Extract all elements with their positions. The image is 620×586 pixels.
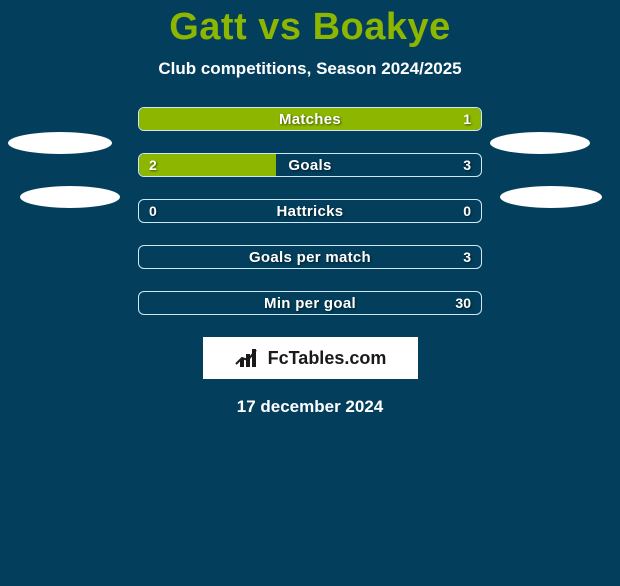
stat-label: Matches [139,108,481,130]
stat-row: 23Goals [138,153,482,177]
footer-date: 17 december 2024 [0,397,620,417]
stat-row: 30Min per goal [138,291,482,315]
decorative-ellipse-mid-right [500,186,602,208]
stat-row: 3Goals per match [138,245,482,269]
player-a-name: Gatt [169,6,247,48]
decorative-ellipse-mid-left [20,186,120,208]
stats-container: 1Matches 23Goals 00Hattricks 3Goals per mat… [138,107,482,315]
subtitle: Club competitions, Season 2024/2025 [0,59,620,79]
stat-label: Hattricks [139,200,481,222]
page-title: Gatt vs Boakye [0,6,620,49]
vs-text: vs [258,6,301,48]
stat-row: 1Matches [138,107,482,131]
decorative-ellipse-top-right [490,132,590,154]
logo-box: FcTables.com [203,337,418,379]
stat-label: Goals [139,154,481,176]
chart-icon [234,347,262,369]
player-b-name: Boakye [313,6,451,48]
stat-row: 00Hattricks [138,199,482,223]
stat-label: Min per goal [139,292,481,314]
stat-label: Goals per match [139,246,481,268]
decorative-ellipse-top-left [8,132,112,154]
logo-text: FcTables.com [268,348,387,369]
